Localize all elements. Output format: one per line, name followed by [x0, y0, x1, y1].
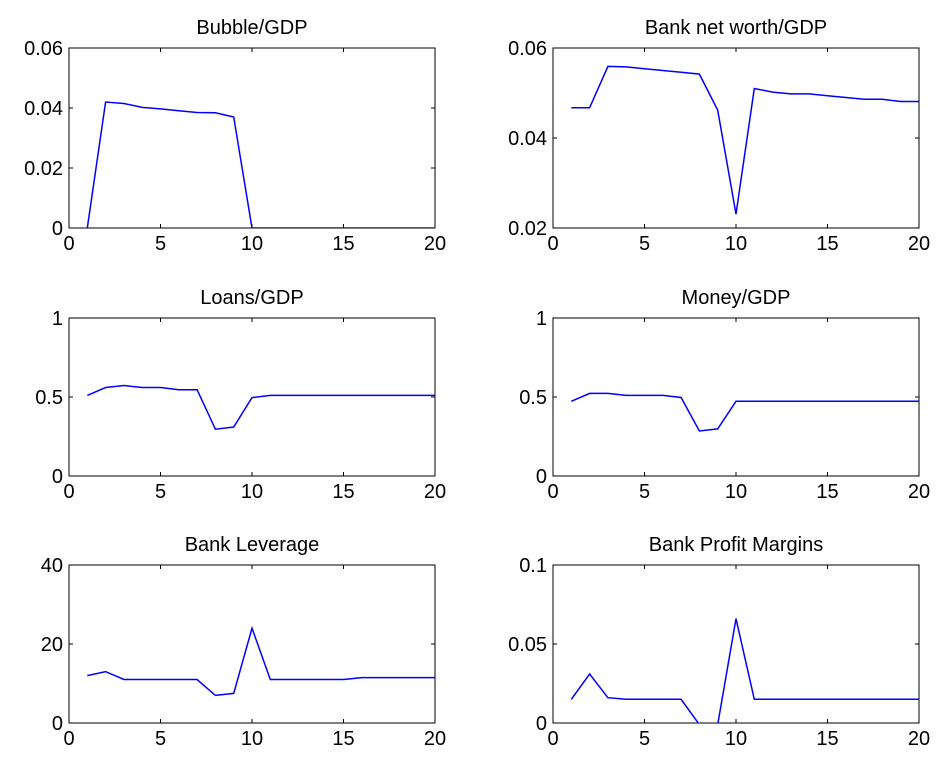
x-tick-label: 20 [424, 728, 446, 750]
y-tick-label: 0.5 [35, 387, 63, 409]
subplot-6: Bank Profit Margins 0 5 10 15 20 0 0.05 0.1 [508, 534, 930, 750]
subplot-title: Bank Profit Margins [649, 534, 824, 556]
series-line [571, 65, 919, 215]
axes-box [68, 47, 436, 229]
axes-box [552, 317, 920, 477]
y-tick-label: 0 [52, 218, 63, 240]
y-tick-label: 40 [41, 555, 63, 577]
x-tick-label: 10 [241, 481, 263, 503]
x-tick-label: 15 [816, 481, 838, 503]
subplot-title: Money/GDP [682, 287, 791, 309]
x-tick-label: 20 [908, 728, 930, 750]
subplot-title: Loans/GDP [200, 287, 303, 309]
y-tick-label: 0.02 [508, 218, 547, 240]
x-tick-label: 15 [816, 728, 838, 750]
x-tick-label: 20 [424, 233, 446, 255]
series-line [570, 618, 919, 723]
series-line [571, 392, 919, 432]
y-tick-label: 0.06 [24, 38, 63, 60]
series-line [86, 101, 435, 228]
x-tick-label: 20 [424, 481, 446, 503]
y-tick-label: 1 [52, 308, 63, 330]
x-tick-label: 0 [63, 728, 74, 750]
x-tick-label: 10 [241, 728, 263, 750]
y-tick-label: 0.06 [508, 38, 547, 60]
x-tick-label: 10 [725, 728, 747, 750]
subplot-3: Loans/GDP 0 5 10 15 20 0 0.5 1 [35, 287, 446, 503]
subplot-title: Bank Leverage [185, 534, 320, 556]
subplot-title: Bubble/GDP [196, 17, 307, 39]
x-tick-label: 20 [908, 481, 930, 503]
series-line [87, 625, 435, 697]
y-tick-label: 0.04 [24, 98, 63, 120]
x-tick-label: 5 [639, 233, 650, 255]
y-tick-label: 0 [536, 466, 547, 488]
y-tick-label: 0 [536, 713, 547, 735]
subplot-1: Bubble/GDP 0 5 10 15 20 0 0.02 0.04 0.06 [24, 17, 446, 255]
x-tick-label: 0 [63, 481, 74, 503]
x-tick-label: 0 [547, 233, 558, 255]
y-tick-label: 20 [41, 634, 63, 656]
x-tick-label: 15 [332, 728, 354, 750]
y-tick-label: 0 [52, 466, 63, 488]
x-tick-label: 15 [332, 233, 354, 255]
x-tick-label: 20 [908, 233, 930, 255]
x-tick-label: 10 [725, 481, 747, 503]
x-tick-label: 5 [155, 233, 166, 255]
y-tick-label: 0 [52, 713, 63, 735]
y-tick-label: 0.5 [519, 387, 547, 409]
x-tick-label: 15 [816, 233, 838, 255]
axes-box [552, 47, 920, 229]
x-tick-label: 5 [155, 728, 166, 750]
x-tick-label: 5 [639, 728, 650, 750]
x-tick-label: 5 [155, 481, 166, 503]
x-tick-label: 0 [63, 233, 74, 255]
x-tick-label: 10 [725, 233, 747, 255]
y-tick-label: 0.04 [508, 128, 547, 150]
series-line [87, 384, 435, 431]
x-tick-label: 10 [241, 233, 263, 255]
y-tick-label: 0.05 [508, 634, 547, 656]
y-tick-label: 0.1 [519, 555, 547, 577]
x-tick-label: 5 [639, 481, 650, 503]
x-tick-label: 0 [547, 481, 558, 503]
y-tick-label: 1 [536, 308, 547, 330]
subplot-5: Bank Leverage 0 5 10 15 20 0 20 40 [41, 534, 446, 750]
x-tick-label: 0 [547, 728, 558, 750]
x-tick-label: 15 [332, 481, 354, 503]
subplot-title: Bank net worth/GDP [645, 17, 827, 39]
y-tick-label: 0.02 [24, 158, 63, 180]
axes-box [68, 564, 436, 724]
subplot-4: Money/GDP 0 5 10 15 20 0 0.5 1 [519, 287, 930, 503]
subplot-2: Bank net worth/GDP 0 5 10 15 20 0.02 0.04 0.06 [508, 17, 930, 255]
